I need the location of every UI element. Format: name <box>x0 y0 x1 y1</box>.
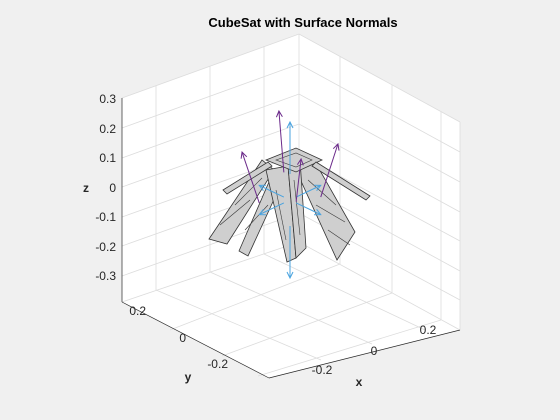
x-axis-label: x <box>356 375 363 389</box>
z-tick-label: 0.1 <box>99 151 116 165</box>
cubesat-model <box>208 147 371 263</box>
panel-normal-arrow <box>320 143 339 198</box>
surface-normals <box>240 109 340 280</box>
x-tick-label: -0.2 <box>312 363 333 377</box>
y-tick-label: -0.2 <box>207 357 228 371</box>
body-normal-arrow-head <box>258 209 266 216</box>
body-normal-arrow <box>259 202 285 216</box>
z-axis-label: z <box>83 181 89 195</box>
body-normal-arrow <box>295 202 321 216</box>
panel-normal-arrow-head <box>332 142 340 151</box>
body-normal-arrow-head <box>286 120 294 129</box>
y-tick-label: 0.2 <box>129 304 146 318</box>
body-normal-arrow-head <box>314 209 322 216</box>
panel-normal-arrow <box>295 158 302 202</box>
x-tick-label: 0 <box>371 344 378 358</box>
arm-right <box>311 161 371 201</box>
body-normal-arrow-head <box>314 184 322 191</box>
x-tick-labels: -0.2 0 0.2 <box>312 323 437 377</box>
axes-3d[interactable]: 0.3 0.2 0.1 0 -0.1 -0.2 -0.3 z 0.2 0 -0.… <box>83 33 461 389</box>
body-normal-arrow <box>259 184 285 198</box>
z-tick-label: 0.3 <box>99 92 116 106</box>
cube-top <box>264 147 323 173</box>
chart-title: CubeSat with Surface Normals <box>208 15 397 30</box>
y-tick-label: 0 <box>179 331 186 345</box>
grid-lines <box>121 33 461 379</box>
panel-normal-arrow-head <box>240 151 248 159</box>
z-tick-label: 0.2 <box>99 122 116 136</box>
arm-left <box>222 161 273 195</box>
panel-normal-arrow-head <box>296 157 304 166</box>
z-tick-labels: 0.3 0.2 0.1 0 -0.1 -0.2 -0.3 <box>95 92 116 283</box>
z-tick-label: -0.1 <box>95 210 116 224</box>
z-tick-label: 0 <box>109 181 116 195</box>
body-normal-arrow <box>295 184 321 198</box>
y-axis-label: y <box>185 370 192 384</box>
panel-normal-arrow <box>278 110 285 173</box>
panel-normal-arrow-head <box>275 109 283 118</box>
z-tick-label: -0.3 <box>95 269 116 283</box>
x-tick-label: 0.2 <box>420 323 437 337</box>
y-tick-labels: 0.2 0 -0.2 <box>129 304 228 371</box>
body-normal-arrow-head <box>258 184 266 191</box>
panel-normal-arrow <box>241 151 260 204</box>
z-tick-label: -0.2 <box>95 240 116 254</box>
body-normal-arrow-head <box>286 271 294 280</box>
